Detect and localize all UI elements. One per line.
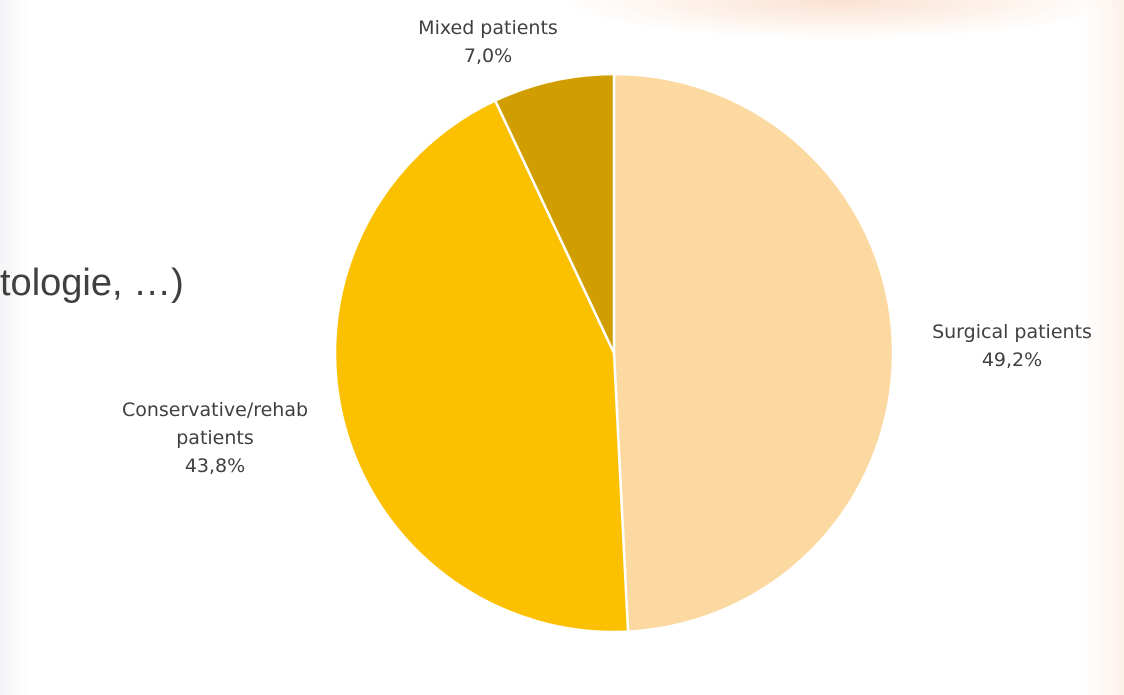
label-line-category: Conservative/rehab bbox=[121, 399, 309, 421]
background-glow-top bbox=[560, 0, 1120, 40]
background-glow-right bbox=[1084, 0, 1124, 695]
data-label-surgical: Surgical patients 49,2% bbox=[912, 318, 1112, 374]
pie-slice-surgical bbox=[612, 72, 895, 633]
label-line-category-cont: patients bbox=[176, 427, 254, 449]
background-glow-left bbox=[0, 0, 30, 695]
label-line-value: 49,2% bbox=[981, 349, 1043, 371]
label-line-category: Mixed patients bbox=[418, 17, 558, 39]
label-line-category: Surgical patients bbox=[932, 321, 1092, 343]
label-line-value: 43,8% bbox=[184, 455, 246, 477]
data-label-conservative: Conservative/rehab patients 43,8% bbox=[100, 396, 330, 480]
label-line-value: 7,0% bbox=[463, 45, 513, 67]
pie-slice-conservative bbox=[333, 99, 630, 634]
slide-text-fragment: tologie, …) bbox=[0, 262, 184, 304]
pie-slice-mixed bbox=[493, 72, 616, 355]
data-label-mixed: Mixed patients 7,0% bbox=[388, 14, 588, 70]
